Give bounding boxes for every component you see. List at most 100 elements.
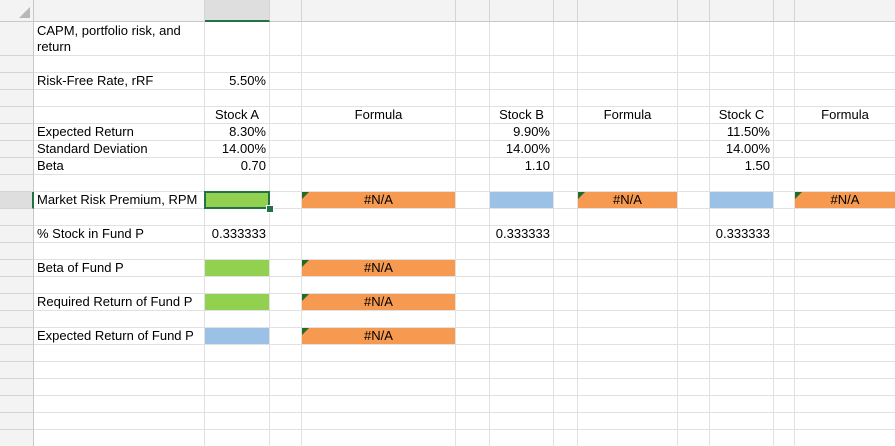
cell-i10[interactable]	[678, 192, 710, 209]
cell-j11[interactable]	[710, 209, 774, 226]
cell-j16[interactable]	[710, 294, 774, 311]
cell-e3[interactable]	[456, 73, 490, 90]
error-indicator-icon[interactable]	[578, 192, 585, 199]
column-header-h[interactable]	[578, 0, 678, 22]
cell-d15[interactable]	[302, 277, 456, 294]
row-header-16[interactable]	[0, 294, 34, 311]
row-header-6[interactable]	[0, 124, 34, 141]
cell-c6[interactable]	[270, 124, 302, 141]
cell-k8[interactable]	[774, 158, 795, 175]
row-header-19[interactable]	[0, 345, 34, 362]
cell-g12[interactable]	[554, 226, 578, 243]
cell-a9[interactable]	[34, 175, 205, 192]
cell-g3[interactable]	[554, 73, 578, 90]
cell-k1[interactable]	[774, 22, 795, 56]
cell-g17[interactable]	[554, 311, 578, 328]
cell-a16[interactable]: Required Return of Fund P	[34, 294, 205, 311]
cell-k22[interactable]	[774, 396, 795, 413]
cell-h3[interactable]	[578, 73, 678, 90]
cell-j20[interactable]	[710, 362, 774, 379]
cell-b9[interactable]	[205, 175, 270, 192]
cell-i7[interactable]	[678, 141, 710, 158]
cell-h22[interactable]	[578, 396, 678, 413]
cell-l4[interactable]	[795, 90, 895, 107]
cell-h8[interactable]	[578, 158, 678, 175]
cell-d18[interactable]: #N/A	[302, 328, 456, 345]
cell-c7[interactable]	[270, 141, 302, 158]
row-header-3[interactable]	[0, 73, 34, 90]
row-header-22[interactable]	[0, 396, 34, 413]
cell-a2[interactable]	[34, 56, 205, 73]
cell-k19[interactable]	[774, 345, 795, 362]
row-header-23[interactable]	[0, 413, 34, 430]
cell-a19[interactable]	[34, 345, 205, 362]
cell-f14[interactable]	[490, 260, 554, 277]
cell-c14[interactable]	[270, 260, 302, 277]
cell-e15[interactable]	[456, 277, 490, 294]
cell-l11[interactable]	[795, 209, 895, 226]
cell-b16[interactable]	[205, 294, 270, 311]
cell-j19[interactable]	[710, 345, 774, 362]
cell-l15[interactable]	[795, 277, 895, 294]
cell-c9[interactable]	[270, 175, 302, 192]
row-header-17[interactable]	[0, 311, 34, 328]
cell-d9[interactable]	[302, 175, 456, 192]
cell-g8[interactable]	[554, 158, 578, 175]
cell-l5[interactable]: Formula	[795, 107, 895, 124]
cell-j5[interactable]: Stock C	[710, 107, 774, 124]
cell-i12[interactable]	[678, 226, 710, 243]
cell-a3[interactable]: Risk-Free Rate, rRF	[34, 73, 205, 90]
cell-e9[interactable]	[456, 175, 490, 192]
column-header-i[interactable]	[678, 0, 710, 22]
column-header-c[interactable]	[270, 0, 302, 22]
cell-c22[interactable]	[270, 396, 302, 413]
cell-l1[interactable]	[795, 22, 895, 56]
cell-j8[interactable]: 1.50	[710, 158, 774, 175]
cell-h12[interactable]	[578, 226, 678, 243]
cell-i24[interactable]	[678, 430, 710, 446]
cell-f5[interactable]: Stock B	[490, 107, 554, 124]
cell-c20[interactable]	[270, 362, 302, 379]
cell-c5[interactable]	[270, 107, 302, 124]
cell-c16[interactable]	[270, 294, 302, 311]
cell-i6[interactable]	[678, 124, 710, 141]
cell-i17[interactable]	[678, 311, 710, 328]
cell-h2[interactable]	[578, 56, 678, 73]
cell-b13[interactable]	[205, 243, 270, 260]
cell-j18[interactable]	[710, 328, 774, 345]
column-header-l[interactable]	[795, 0, 895, 22]
cell-e20[interactable]	[456, 362, 490, 379]
cell-h20[interactable]	[578, 362, 678, 379]
cell-l17[interactable]	[795, 311, 895, 328]
cell-f18[interactable]	[490, 328, 554, 345]
cell-f6[interactable]: 9.90%	[490, 124, 554, 141]
cell-c8[interactable]	[270, 158, 302, 175]
cell-g20[interactable]	[554, 362, 578, 379]
cell-f16[interactable]	[490, 294, 554, 311]
cell-e13[interactable]	[456, 243, 490, 260]
cell-b17[interactable]	[205, 311, 270, 328]
cell-l22[interactable]	[795, 396, 895, 413]
cell-k7[interactable]	[774, 141, 795, 158]
cell-l20[interactable]	[795, 362, 895, 379]
cell-h7[interactable]	[578, 141, 678, 158]
cell-b20[interactable]	[205, 362, 270, 379]
cell-i5[interactable]	[678, 107, 710, 124]
cell-k9[interactable]	[774, 175, 795, 192]
cell-c18[interactable]	[270, 328, 302, 345]
cell-j21[interactable]	[710, 379, 774, 396]
cell-f17[interactable]	[490, 311, 554, 328]
cell-e14[interactable]	[456, 260, 490, 277]
cell-g13[interactable]	[554, 243, 578, 260]
cell-l3[interactable]	[795, 73, 895, 90]
cell-d12[interactable]	[302, 226, 456, 243]
cell-j9[interactable]	[710, 175, 774, 192]
cell-e24[interactable]	[456, 430, 490, 446]
cell-f9[interactable]	[490, 175, 554, 192]
cell-g4[interactable]	[554, 90, 578, 107]
cell-g1[interactable]	[554, 22, 578, 56]
cell-a11[interactable]	[34, 209, 205, 226]
cell-h23[interactable]	[578, 413, 678, 430]
cell-i8[interactable]	[678, 158, 710, 175]
cell-e21[interactable]	[456, 379, 490, 396]
